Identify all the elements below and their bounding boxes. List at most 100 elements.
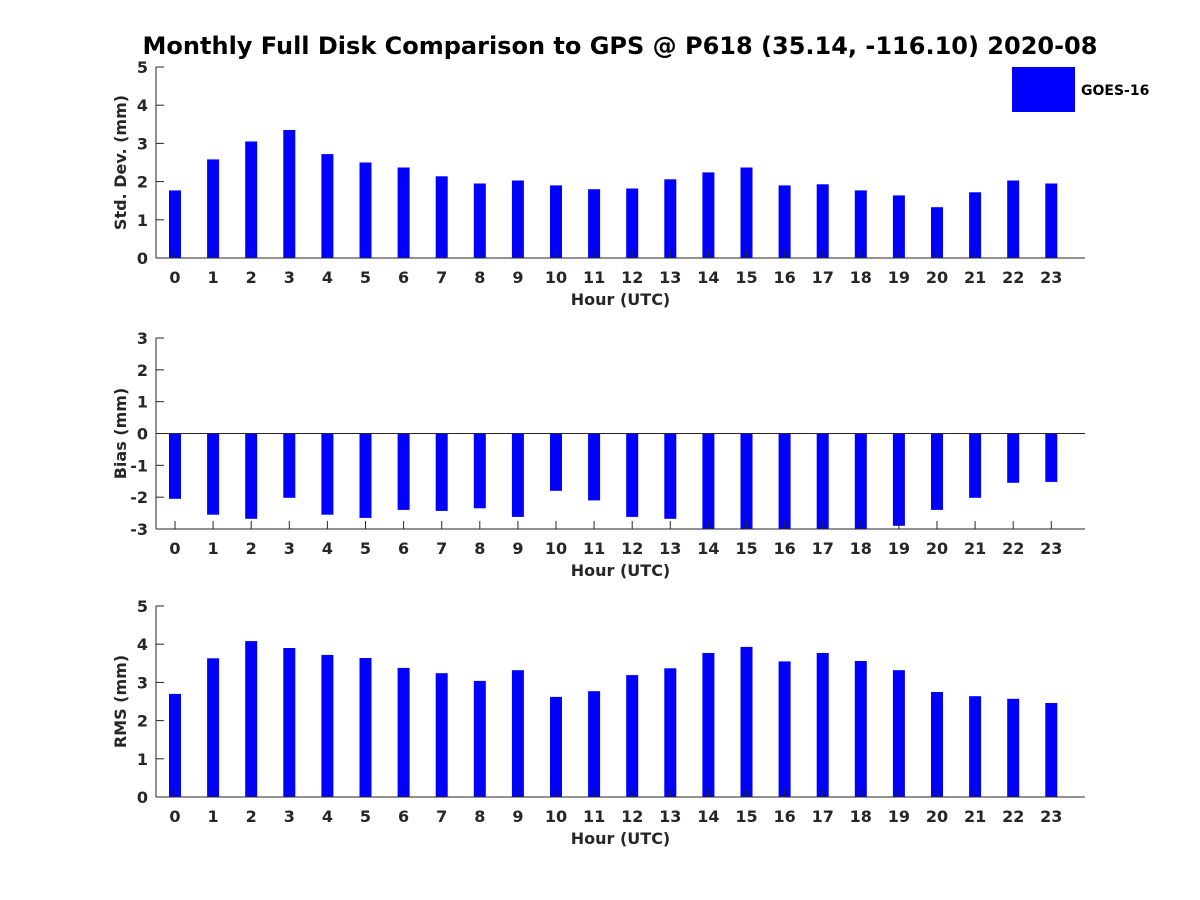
chart-title: Monthly Full Disk Comparison to GPS @ P6…	[143, 32, 1098, 60]
bar-bias-hour-20	[931, 433, 943, 510]
x-tick-label-rms: 10	[545, 807, 567, 826]
bar-std-dev-hour-5	[359, 162, 372, 258]
bar-std-dev-hour-11	[588, 189, 601, 258]
y-tick-label-bias: -3	[130, 520, 148, 539]
x-tick-label-std-dev: 10	[545, 268, 567, 287]
x-tick-label-bias: 19	[888, 539, 910, 558]
y-tick-label-std-dev: 0	[137, 249, 148, 268]
x-tick-label-bias: 15	[735, 539, 757, 558]
x-tick-label-std-dev: 1	[208, 268, 219, 287]
x-tick-label-bias: 6	[398, 539, 409, 558]
legend-swatch	[1012, 67, 1075, 112]
bar-bias-hour-19	[892, 433, 905, 526]
x-tick-label-std-dev: 3	[284, 268, 295, 287]
x-tick-label-std-dev: 19	[888, 268, 910, 287]
bar-std-dev-hour-17	[816, 184, 829, 258]
x-tick-label-rms: 21	[964, 807, 986, 826]
bar-bias-hour-14	[702, 433, 715, 529]
x-tick-label-std-dev: 23	[1040, 268, 1062, 287]
bar-rms-hour-2	[245, 641, 258, 797]
x-tick-label-bias: 10	[545, 539, 567, 558]
bar-std-dev-hour-4	[321, 154, 334, 258]
x-tick-label-std-dev: 4	[322, 268, 333, 287]
bar-bias-hour-10	[550, 433, 562, 491]
bar-rms-hour-6	[397, 667, 410, 797]
bar-std-dev-hour-16	[778, 185, 791, 258]
x-tick-label-std-dev: 5	[360, 268, 371, 287]
bar-rms-hour-13	[664, 668, 677, 797]
bar-bias-hour-7	[435, 433, 448, 511]
bar-std-dev-hour-0	[169, 190, 181, 258]
y-tick-label-rms: 0	[137, 788, 148, 807]
bar-rms-hour-7	[435, 673, 448, 797]
bar-rms-hour-11	[588, 691, 601, 797]
bar-bias-hour-2	[245, 433, 258, 519]
x-tick-label-rms: 22	[1002, 807, 1024, 826]
bar-bias-hour-5	[359, 433, 372, 518]
x-tick-label-std-dev: 21	[964, 268, 986, 287]
y-tick-label-rms: 2	[137, 712, 148, 731]
x-tick-label-std-dev: 0	[169, 268, 180, 287]
x-tick-label-bias: 11	[583, 539, 605, 558]
y-tick-label-rms: 5	[137, 597, 148, 616]
x-tick-label-bias: 3	[284, 539, 295, 558]
bar-bias-hour-15	[740, 433, 753, 529]
y-tick-label-std-dev: 4	[137, 96, 148, 115]
y-tick-label-bias: -1	[130, 456, 148, 475]
y-tick-label-std-dev: 5	[137, 58, 148, 77]
x-tick-label-bias: 8	[474, 539, 485, 558]
bar-rms-hour-0	[169, 693, 181, 797]
bar-std-dev-hour-7	[435, 176, 448, 258]
y-tick-label-bias: 3	[137, 329, 148, 348]
y-tick-label-bias: 2	[137, 361, 148, 380]
bar-bias-hour-23	[1045, 433, 1058, 482]
x-tick-label-rms: 14	[697, 807, 719, 826]
bar-rms-hour-12	[626, 675, 639, 797]
x-tick-label-rms: 23	[1040, 807, 1062, 826]
x-tick-label-std-dev: 7	[436, 268, 447, 287]
bar-rms-hour-3	[283, 648, 296, 797]
y-tick-label-rms: 1	[137, 750, 148, 769]
x-tick-label-bias: 23	[1040, 539, 1062, 558]
x-tick-label-rms: 6	[398, 807, 409, 826]
x-tick-label-bias: 13	[659, 539, 681, 558]
bar-bias-hour-4	[321, 433, 334, 515]
x-tick-label-bias: 2	[246, 539, 257, 558]
bar-std-dev-hour-20	[931, 207, 943, 258]
bar-std-dev-hour-10	[550, 185, 562, 258]
y-tick-label-std-dev: 2	[137, 173, 148, 192]
x-tick-label-rms: 20	[926, 807, 948, 826]
bar-rms-hour-19	[892, 670, 905, 797]
x-tick-label-bias: 18	[850, 539, 872, 558]
bar-bias-hour-9	[511, 433, 524, 517]
bar-bias-hour-13	[664, 433, 677, 519]
x-tick-label-std-dev: 22	[1002, 268, 1024, 287]
x-tick-label-std-dev: 13	[659, 268, 681, 287]
x-tick-label-std-dev: 8	[474, 268, 485, 287]
bar-bias-hour-21	[969, 433, 982, 498]
x-tick-label-bias: 22	[1002, 539, 1024, 558]
bar-bias-hour-3	[283, 433, 296, 498]
bar-rms-hour-16	[778, 661, 791, 797]
x-tick-label-rms: 11	[583, 807, 605, 826]
bar-rms-hour-5	[359, 658, 372, 797]
x-tick-label-rms: 3	[284, 807, 295, 826]
bar-std-dev-hour-2	[245, 141, 258, 258]
legend: GOES-16	[1012, 67, 1149, 112]
bar-std-dev-hour-1	[207, 159, 220, 258]
bar-std-dev-hour-19	[892, 195, 905, 258]
x-axis-label-std-dev: Hour (UTC)	[571, 290, 671, 309]
bar-std-dev-hour-18	[854, 190, 867, 258]
bar-rms-hour-23	[1045, 703, 1058, 797]
y-tick-label-bias: -2	[130, 488, 148, 507]
x-tick-label-std-dev: 2	[246, 268, 257, 287]
y-axis-label-bias: Bias (mm)	[111, 388, 130, 480]
bar-bias-hour-8	[473, 433, 486, 509]
y-tick-label-rms: 4	[137, 635, 148, 654]
bar-rms-hour-14	[702, 653, 715, 797]
x-tick-label-std-dev: 20	[926, 268, 948, 287]
bar-std-dev-hour-12	[626, 188, 639, 258]
x-tick-label-std-dev: 12	[621, 268, 643, 287]
